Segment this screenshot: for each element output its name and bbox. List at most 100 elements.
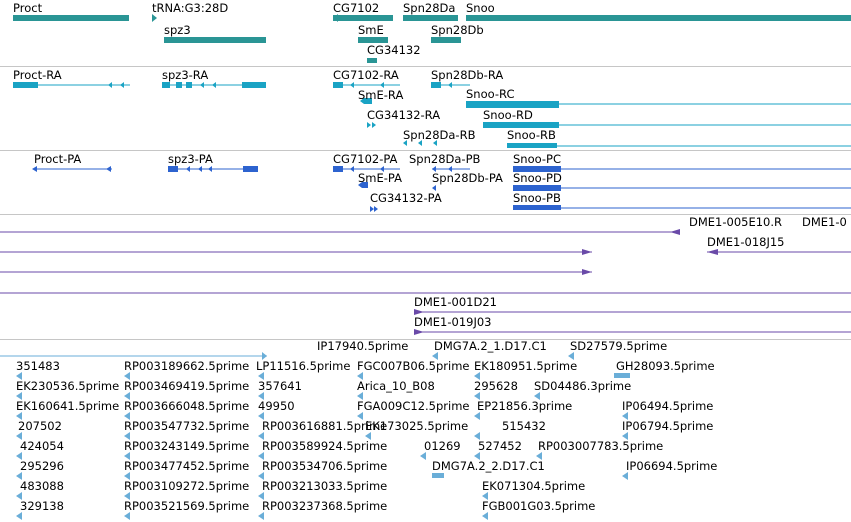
- est-label[interactable]: EK071304.5prime: [482, 479, 586, 493]
- est-label[interactable]: SD04486.3prime: [534, 379, 632, 393]
- gene-sme-bar[interactable]: [358, 37, 388, 43]
- est-label[interactable]: RP003616881.5prime: [262, 419, 388, 433]
- transcript-label[interactable]: Spn28Da-RB: [403, 128, 476, 142]
- transcript-label[interactable]: Spn28Db-RA: [431, 68, 504, 82]
- est-label[interactable]: 527452: [478, 439, 522, 453]
- protein-label[interactable]: Snoo-PD: [513, 171, 562, 185]
- est-label[interactable]: 357641: [258, 379, 302, 393]
- clone-label[interactable]: DME1-0: [802, 215, 847, 229]
- protein-label[interactable]: Proct-PA: [34, 152, 82, 166]
- est-label[interactable]: RP003477452.5prime: [124, 459, 250, 473]
- transcript-label[interactable]: SmE-RA: [358, 88, 404, 102]
- protein-label[interactable]: spz3-PA: [168, 152, 213, 166]
- gene-trna-arrow[interactable]: [152, 14, 157, 22]
- gene-label[interactable]: CG34132: [367, 43, 421, 57]
- protein-label[interactable]: Snoo-PB: [513, 191, 561, 205]
- transcript-label[interactable]: CG7102-RA: [333, 68, 399, 82]
- est-label[interactable]: RP003007783.5prime: [538, 439, 664, 453]
- gene-cg34132-bar[interactable]: [367, 58, 377, 63]
- gene-spn28da-bar[interactable]: [403, 15, 458, 21]
- gene-label[interactable]: SmE: [358, 23, 384, 37]
- gene-label[interactable]: spz3: [164, 23, 191, 37]
- gene-label[interactable]: Proct: [13, 1, 43, 15]
- clone-label[interactable]: DME1-019J03: [414, 315, 492, 329]
- est-label[interactable]: IP06794.5prime: [622, 419, 714, 433]
- est-track: IP17940.5prime DMG7A.2_1.D17.C1 SD27579.…: [0, 339, 851, 522]
- est-label[interactable]: FGB001G03.5prime: [482, 499, 596, 513]
- est-label[interactable]: 295296: [20, 459, 64, 473]
- est-label[interactable]: EP21856.3prime: [477, 399, 573, 413]
- est-label[interactable]: 515432: [502, 419, 546, 433]
- gene-snoo-bar[interactable]: [466, 15, 851, 21]
- est-glyphs: [0, 352, 630, 520]
- est-label[interactable]: IP06694.5prime: [626, 459, 718, 473]
- est-label[interactable]: RP003243149.5prime: [124, 439, 250, 453]
- est-label[interactable]: DMG7A.2_2.D17.C1: [432, 459, 545, 473]
- est-label[interactable]: 49950: [258, 399, 295, 413]
- protein-label[interactable]: Spn28Da-PB: [409, 152, 481, 166]
- protein-label[interactable]: SmE-PA: [358, 171, 402, 185]
- est-label[interactable]: RP003109272.5prime: [124, 479, 250, 493]
- est-label[interactable]: 295628: [474, 379, 518, 393]
- est-label[interactable]: LP11516.5prime: [256, 359, 351, 373]
- track-separator: [0, 214, 851, 215]
- est-label[interactable]: 01269: [424, 439, 461, 453]
- est-label[interactable]: 351483: [16, 359, 60, 373]
- clone-label[interactable]: DME1-005E10.R: [689, 215, 783, 229]
- gene-label[interactable]: CG7102: [333, 1, 380, 15]
- est-label[interactable]: 483088: [20, 479, 64, 493]
- gene-glyphs: [13, 14, 851, 63]
- est-label[interactable]: DMG7A.2_1.D17.C1: [434, 339, 547, 353]
- est-label[interactable]: SD27579.5prime: [570, 339, 668, 353]
- gene-label[interactable]: tRNA:G3:28D: [152, 1, 229, 15]
- gene-proct-bar[interactable]: [13, 15, 129, 21]
- gene-label[interactable]: Snoo: [466, 1, 495, 15]
- est-label[interactable]: 329138: [20, 499, 64, 513]
- protein-label[interactable]: Snoo-PC: [513, 152, 561, 166]
- protein-label[interactable]: Spn28Db-PA: [432, 171, 503, 185]
- gene-label[interactable]: Spn28Db: [431, 23, 484, 37]
- est-label[interactable]: RP003534706.5prime: [262, 459, 388, 473]
- transcript-label[interactable]: Proct-RA: [13, 68, 62, 82]
- est-label[interactable]: EK160641.5prime: [16, 399, 120, 413]
- gene-cg7102-bar[interactable]: [333, 15, 393, 21]
- protein-label[interactable]: CG7102-PA: [333, 152, 398, 166]
- est-label[interactable]: 207502: [18, 419, 62, 433]
- est-label[interactable]: RP003189662.5prime: [124, 359, 250, 373]
- gene-spn28db-bar[interactable]: [431, 37, 461, 43]
- clone-label[interactable]: DME1-001D21: [414, 295, 497, 309]
- est-label[interactable]: RP003213033.5prime: [262, 479, 388, 493]
- est-label[interactable]: 424054: [20, 439, 64, 453]
- est-label[interactable]: RP003469419.5prime: [124, 379, 250, 393]
- est-label[interactable]: GH28093.5prime: [616, 359, 715, 373]
- est-label[interactable]: RP003521569.5prime: [124, 499, 250, 513]
- est-label[interactable]: EK173025.5prime: [365, 419, 469, 433]
- est-label[interactable]: RP003237368.5prime: [262, 499, 388, 513]
- clone-track: DME1-005E10.R DME1-0 DME1-018J15 DME1-00…: [0, 214, 851, 339]
- est-label[interactable]: FGA009C12.5prime: [357, 399, 470, 413]
- transcript-label[interactable]: Snoo-RB: [507, 128, 556, 142]
- protein-glyphs: [32, 166, 851, 212]
- est-label[interactable]: RP003589924.5prime: [262, 439, 388, 453]
- transcript-label[interactable]: Snoo-RC: [466, 87, 515, 101]
- transcript-track: Proct-RA spz3-RA CG7102-RA Spn28Db-RA Sm…: [0, 0, 851, 150]
- est-label[interactable]: RP003547732.5prime: [124, 419, 250, 433]
- clone-label[interactable]: DME1-018J15: [707, 235, 785, 249]
- clone-glyphs: [0, 229, 851, 335]
- est-label[interactable]: EK230536.5prime: [16, 379, 120, 393]
- est-label[interactable]: RP003666048.5prime: [124, 399, 250, 413]
- gene-label[interactable]: Spn28Da: [403, 1, 456, 15]
- track-separator: [0, 339, 851, 340]
- transcript-label[interactable]: spz3-RA: [162, 68, 209, 82]
- transcript-label[interactable]: Snoo-RD: [483, 108, 533, 122]
- est-label[interactable]: FGC007B06.5prime: [357, 359, 470, 373]
- gene-spz3-bar[interactable]: [164, 37, 266, 43]
- est-label[interactable]: Arica_10_B08: [357, 379, 435, 393]
- protein-label[interactable]: CG34132-PA: [370, 191, 442, 205]
- protein-track: Proct-PA spz3-PA CG7102-PA Spn28Da-PB Sn…: [0, 0, 851, 214]
- est-label[interactable]: IP06494.5prime: [622, 399, 714, 413]
- transcript-label[interactable]: CG34132-RA: [367, 108, 441, 122]
- est-label[interactable]: EK180951.5prime: [474, 359, 578, 373]
- est-label[interactable]: IP17940.5prime: [317, 339, 409, 353]
